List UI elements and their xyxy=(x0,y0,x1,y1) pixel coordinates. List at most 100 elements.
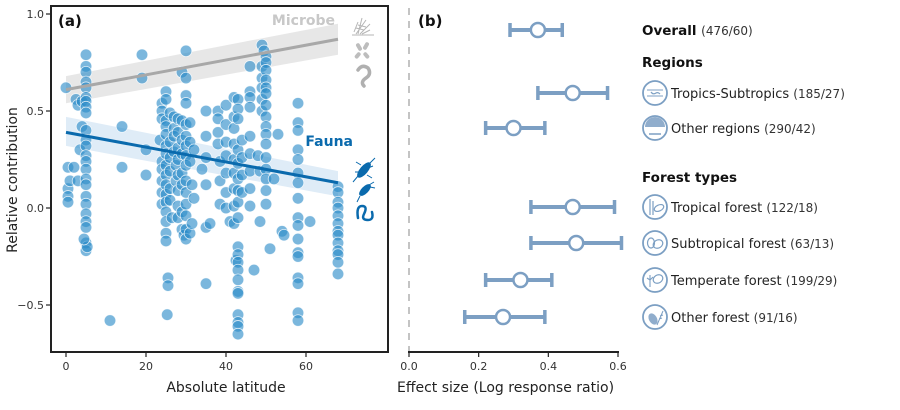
row-label: Subtropical forest (63/13) xyxy=(671,237,834,252)
x-tick-label: 60 xyxy=(299,360,313,373)
x-tick-label: 0 xyxy=(63,360,70,373)
row-label: Tropics-Subtropics (185/27) xyxy=(670,87,845,102)
scatter-point xyxy=(263,242,277,255)
scatter-point xyxy=(161,279,175,292)
row-label: Temperate forest (199/29) xyxy=(670,274,837,289)
scatter-point xyxy=(259,98,273,112)
x-axis-ticks-b: 0.0 0.2 0.4 0.6 xyxy=(400,352,627,373)
scatter-point xyxy=(77,232,91,246)
y-tick-label: 1.0 xyxy=(27,8,45,21)
scatter-point xyxy=(179,44,193,58)
scatter-point xyxy=(195,162,209,176)
beetle-icon xyxy=(352,157,376,183)
scatter-point xyxy=(277,228,291,242)
scatter-point xyxy=(79,178,93,191)
effect-row xyxy=(462,308,547,326)
scatter-point xyxy=(79,221,93,234)
scatter-point xyxy=(79,106,93,120)
panel-a: −0.5 0.0 0.5 1.0 0 20 40 60 (a) Absolute latit… xyxy=(5,5,389,396)
scatter-point xyxy=(231,211,245,224)
scatter-point xyxy=(291,97,305,110)
x-tick-label: 20 xyxy=(139,360,153,373)
scatter-point xyxy=(247,263,261,277)
x-tick-label-b: 0.4 xyxy=(540,360,558,373)
row-label: Other regions (290/42) xyxy=(671,122,816,137)
mean-point xyxy=(564,198,581,216)
scatter-point xyxy=(160,308,174,321)
scatter-point xyxy=(61,195,75,209)
regression-lines xyxy=(65,37,339,185)
scatter-point xyxy=(291,219,305,232)
mean-point xyxy=(512,271,529,289)
other-regions-globe-icon xyxy=(642,115,668,141)
scatter-point xyxy=(331,256,345,269)
scatter-point xyxy=(243,199,257,213)
x-axis-title-a: Absolute latitude xyxy=(166,380,285,396)
tropics-globe-icon xyxy=(642,80,668,106)
scatter-point xyxy=(199,277,213,290)
y-axis-title-a: Relative contribution xyxy=(5,107,21,253)
scatter-point xyxy=(271,128,285,141)
x-tick-label-b: 0.6 xyxy=(609,360,627,373)
scatter-point xyxy=(291,277,305,290)
mean-point xyxy=(567,234,585,252)
scatter-point xyxy=(243,60,257,73)
microbe-label: Microbe xyxy=(272,13,335,29)
scatter-point xyxy=(103,314,117,327)
bacteria-icon xyxy=(354,42,370,59)
scatter-point xyxy=(179,97,193,110)
scatter-point xyxy=(219,98,233,112)
scatter-point xyxy=(183,116,197,129)
nematode-icon xyxy=(356,204,374,222)
scatter-point xyxy=(79,48,93,61)
scatter-point xyxy=(115,161,129,174)
group-header: Regions xyxy=(642,55,703,71)
scatter-point xyxy=(67,161,81,174)
scatter-point xyxy=(115,120,129,133)
effect-row xyxy=(483,271,554,289)
scatter-point xyxy=(199,130,213,143)
effect-row xyxy=(483,119,547,137)
panel-b-tag: (b) xyxy=(418,12,442,30)
plot-frame-a xyxy=(50,5,389,353)
scatter-point xyxy=(187,192,201,205)
scatter-point xyxy=(331,267,345,281)
scatter-point xyxy=(243,100,257,114)
scatter-point xyxy=(243,130,257,143)
scatter-point xyxy=(291,176,305,189)
microbe-regression-line xyxy=(65,37,339,92)
x-axis-title-b: Effect size (Log response ratio) xyxy=(397,380,614,396)
scatter-point xyxy=(259,184,273,197)
effect-row xyxy=(529,234,624,252)
effect-row xyxy=(508,21,565,39)
scatter-point xyxy=(231,327,245,341)
scatter-point xyxy=(291,153,305,166)
scatter-point xyxy=(231,112,245,125)
panel-b: 0.0 0.2 0.4 0.6 Overall (476/60) Regions Trop… xyxy=(397,8,845,396)
scatter-point xyxy=(259,151,273,164)
scatter-point xyxy=(185,217,199,230)
y-tick-label: −0.5 xyxy=(17,299,44,312)
scatter-point xyxy=(203,217,217,230)
group-header: Forest types xyxy=(642,170,737,186)
x-tick-label-b: 0.2 xyxy=(470,360,488,373)
springtail-icon xyxy=(356,181,376,203)
mean-point xyxy=(564,84,581,102)
scatter-point xyxy=(243,182,257,195)
scatter-point xyxy=(291,192,305,205)
fauna-regression-line xyxy=(65,130,339,185)
effect-row xyxy=(536,84,610,102)
archaea-icon xyxy=(356,64,372,88)
x-tick-label-b: 0.0 xyxy=(400,360,418,373)
y-tick-label: 0.0 xyxy=(27,202,45,215)
scatter-point xyxy=(291,250,305,263)
scatter-point xyxy=(303,215,317,228)
fungus-hyphae-icon xyxy=(352,17,374,36)
mean-point xyxy=(529,21,547,39)
scatter-point xyxy=(159,234,173,248)
scatter-point xyxy=(159,93,173,106)
scatter-point xyxy=(231,287,245,300)
scatter-point xyxy=(179,71,193,85)
scatter-point xyxy=(291,124,305,137)
